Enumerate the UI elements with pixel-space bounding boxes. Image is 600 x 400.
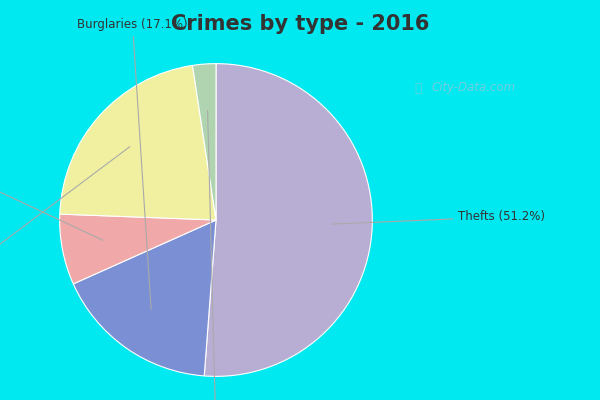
Text: Burglaries (17.1%): Burglaries (17.1%) xyxy=(77,18,188,309)
Wedge shape xyxy=(204,64,373,376)
Text: Crimes by type - 2016: Crimes by type - 2016 xyxy=(171,14,429,34)
Wedge shape xyxy=(59,214,216,284)
Text: ⓘ: ⓘ xyxy=(414,82,421,94)
Wedge shape xyxy=(73,220,216,376)
Wedge shape xyxy=(193,64,216,220)
Text: City-Data.com: City-Data.com xyxy=(432,82,516,94)
Text: Robberies (2.4%): Robberies (2.4%) xyxy=(165,110,267,400)
Text: Assaults (22.0%): Assaults (22.0%) xyxy=(0,147,130,308)
Wedge shape xyxy=(60,66,216,220)
Text: Auto thefts (7.3%): Auto thefts (7.3%) xyxy=(0,148,103,240)
Text: Thefts (51.2%): Thefts (51.2%) xyxy=(331,210,545,224)
